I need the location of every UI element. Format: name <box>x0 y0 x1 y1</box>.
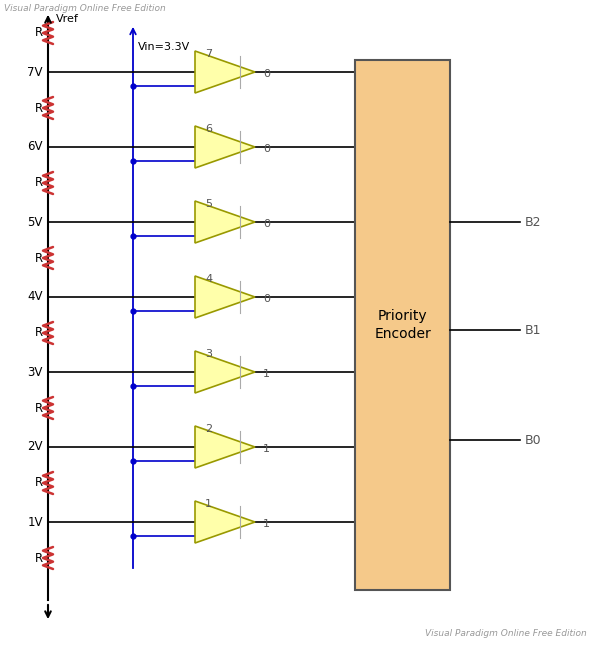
Text: R: R <box>35 26 43 39</box>
Text: R: R <box>35 326 43 340</box>
Text: 1: 1 <box>263 519 270 529</box>
Text: R: R <box>35 552 43 565</box>
Text: B1: B1 <box>525 324 541 337</box>
Polygon shape <box>195 51 255 93</box>
Text: R: R <box>35 402 43 415</box>
Text: B0: B0 <box>525 433 541 446</box>
Text: 0: 0 <box>263 294 270 304</box>
Text: 1: 1 <box>263 369 270 379</box>
Text: 5V: 5V <box>28 216 43 229</box>
Text: 1: 1 <box>263 444 270 454</box>
Text: Visual Paradigm Online Free Edition: Visual Paradigm Online Free Edition <box>426 629 587 638</box>
Text: Vin=3.3V: Vin=3.3V <box>138 42 190 52</box>
Text: 0: 0 <box>263 219 270 229</box>
Polygon shape <box>195 351 255 393</box>
Text: 4V: 4V <box>28 291 43 304</box>
Text: Vref: Vref <box>56 14 79 24</box>
Text: 1V: 1V <box>28 516 43 528</box>
Polygon shape <box>195 501 255 543</box>
Polygon shape <box>195 126 255 168</box>
Polygon shape <box>195 276 255 318</box>
Text: 6V: 6V <box>28 140 43 154</box>
Text: 7V: 7V <box>28 65 43 79</box>
Text: R: R <box>35 176 43 189</box>
Polygon shape <box>195 201 255 243</box>
Text: 0: 0 <box>263 144 270 154</box>
Text: 3: 3 <box>205 349 212 359</box>
Text: R: R <box>35 251 43 264</box>
Text: R: R <box>35 101 43 114</box>
Bar <box>355 60 450 590</box>
Text: 0: 0 <box>263 69 270 79</box>
Text: 1: 1 <box>205 499 212 509</box>
Text: 2: 2 <box>205 424 212 434</box>
Text: Priority
Encoder: Priority Encoder <box>374 309 431 341</box>
Polygon shape <box>195 426 255 468</box>
Text: 3V: 3V <box>28 366 43 379</box>
Text: 5: 5 <box>205 199 212 209</box>
Text: Visual Paradigm Online Free Edition: Visual Paradigm Online Free Edition <box>4 4 165 13</box>
Text: B2: B2 <box>525 216 541 229</box>
Text: 7: 7 <box>205 49 212 59</box>
Text: 2V: 2V <box>28 441 43 453</box>
Text: 6: 6 <box>205 124 212 134</box>
Text: 4: 4 <box>205 274 212 284</box>
Text: R: R <box>35 477 43 490</box>
